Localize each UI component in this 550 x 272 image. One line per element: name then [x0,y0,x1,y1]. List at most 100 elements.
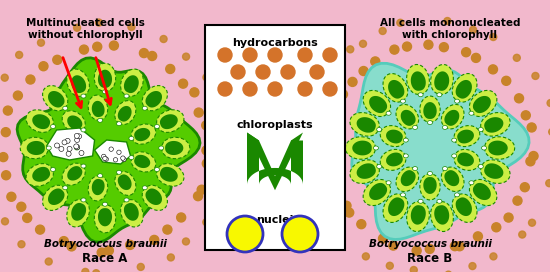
Circle shape [527,123,536,132]
Polygon shape [457,130,474,143]
Circle shape [225,125,232,132]
Circle shape [202,159,211,168]
Circle shape [519,231,526,238]
Polygon shape [145,91,162,107]
Circle shape [109,147,113,151]
Polygon shape [383,194,408,222]
Polygon shape [124,203,139,221]
Polygon shape [118,106,131,122]
Polygon shape [48,91,64,107]
Polygon shape [67,200,90,227]
Polygon shape [444,170,459,186]
Ellipse shape [124,94,129,98]
Circle shape [67,242,76,251]
Polygon shape [120,200,143,227]
Circle shape [218,48,232,62]
Circle shape [474,232,482,241]
Polygon shape [485,137,515,159]
Polygon shape [165,141,183,155]
Ellipse shape [51,168,56,172]
Polygon shape [98,208,112,226]
Circle shape [75,137,80,143]
Ellipse shape [427,171,432,175]
Ellipse shape [373,146,378,150]
Polygon shape [356,117,376,133]
Circle shape [455,242,464,251]
Ellipse shape [442,125,448,129]
Circle shape [80,45,89,54]
Ellipse shape [469,181,474,185]
Polygon shape [157,110,184,132]
Ellipse shape [377,165,382,168]
Polygon shape [420,174,440,200]
Polygon shape [17,58,200,242]
Polygon shape [142,185,167,211]
Circle shape [17,202,26,211]
Circle shape [140,49,148,58]
Polygon shape [444,110,459,126]
Circle shape [331,110,339,119]
Circle shape [3,106,12,115]
Circle shape [469,262,476,270]
Text: Multinucleated cells
without chlorophyll: Multinucleated cells without chlorophyll [25,18,145,40]
Circle shape [513,196,522,205]
Circle shape [74,133,79,138]
Circle shape [95,19,102,26]
Polygon shape [424,102,437,119]
Polygon shape [352,63,529,240]
Circle shape [490,33,497,41]
Circle shape [113,157,118,162]
Ellipse shape [412,125,417,129]
Circle shape [62,140,67,145]
Circle shape [66,151,71,156]
Polygon shape [353,141,372,155]
Polygon shape [454,149,480,170]
Circle shape [163,225,172,234]
Ellipse shape [377,128,382,131]
Circle shape [1,128,10,137]
Polygon shape [32,167,50,182]
Circle shape [53,55,62,64]
Circle shape [357,220,366,229]
Ellipse shape [142,106,147,110]
Circle shape [502,76,511,85]
Circle shape [390,45,399,54]
Ellipse shape [81,164,86,168]
Circle shape [439,43,448,52]
Circle shape [82,268,89,272]
Polygon shape [396,167,419,191]
Circle shape [36,225,45,234]
Polygon shape [92,179,104,195]
Circle shape [109,41,118,50]
Ellipse shape [124,198,129,202]
Circle shape [410,267,417,272]
Polygon shape [411,71,426,91]
Polygon shape [142,86,167,111]
Polygon shape [454,126,480,147]
Circle shape [336,232,343,239]
Circle shape [194,108,203,117]
Circle shape [202,121,211,130]
Circle shape [321,217,328,224]
Ellipse shape [418,199,423,203]
Circle shape [389,241,398,250]
Ellipse shape [155,125,159,128]
Circle shape [59,146,64,152]
Ellipse shape [97,118,103,122]
Ellipse shape [74,146,79,150]
Circle shape [7,192,16,201]
Ellipse shape [117,122,122,126]
Polygon shape [380,126,406,147]
Polygon shape [131,124,156,144]
Polygon shape [484,163,503,179]
Circle shape [125,240,135,249]
Circle shape [371,57,380,66]
Text: Race B: Race B [408,252,453,264]
Polygon shape [115,171,136,195]
Circle shape [120,156,125,160]
Polygon shape [47,128,95,160]
Circle shape [194,192,202,201]
Circle shape [179,79,188,88]
Circle shape [218,82,232,96]
Polygon shape [145,188,162,205]
